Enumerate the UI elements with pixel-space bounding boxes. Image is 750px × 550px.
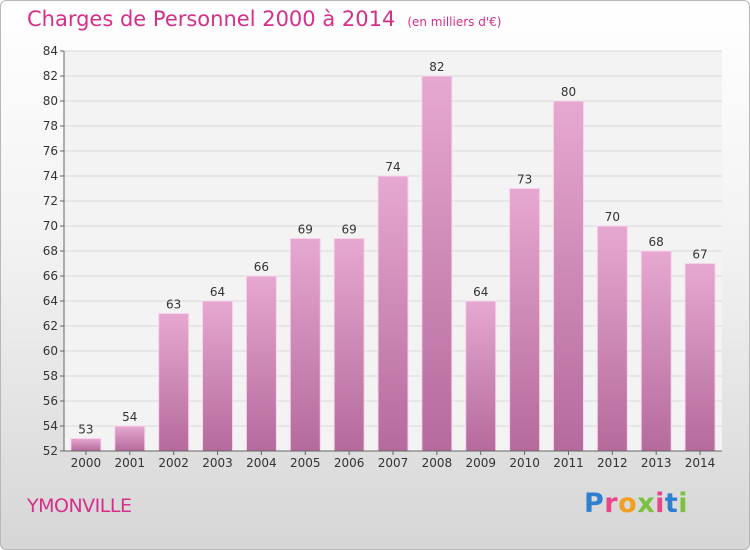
y-tick-label: 66 (43, 269, 58, 283)
data-label: 64 (210, 285, 225, 299)
y-tick-label: 64 (43, 294, 58, 308)
x-tick-label: 2014 (685, 456, 716, 470)
x-tick-label: 2001 (115, 456, 146, 470)
y-tick-label: 84 (43, 44, 58, 58)
data-label: 73 (517, 173, 532, 187)
chart-title: Charges de Personnel 2000 à 2014 (en mill… (27, 7, 501, 31)
bar-2011 (552, 100, 584, 452)
commune-name: YMONVILLE (27, 495, 132, 517)
x-tick-label: 2013 (641, 456, 672, 470)
bar-2006 (333, 238, 365, 452)
y-tick-label: 80 (43, 94, 58, 108)
chart-subtitle: (en milliers d'€) (407, 15, 502, 29)
bar-2013 (640, 250, 672, 452)
x-tick-label: 2011 (553, 456, 584, 470)
x-tick-label: 2000 (71, 456, 102, 470)
proxiti-logo: Proxiti (584, 488, 688, 519)
bar-2003 (202, 300, 234, 452)
y-tick-label: 70 (43, 219, 58, 233)
chart-title-text: Charges de Personnel 2000 à 2014 (27, 7, 396, 31)
x-tick-label: 2012 (597, 456, 628, 470)
x-tick-label: 2002 (158, 456, 189, 470)
logo-letter: i (678, 488, 689, 519)
y-tick-label: 58 (43, 369, 58, 383)
logo-letter: i (655, 488, 665, 519)
x-tick-label: 2009 (465, 456, 496, 470)
y-tick-label: 76 (43, 144, 58, 158)
x-tick-label: 2010 (509, 456, 540, 470)
data-label: 66 (254, 260, 269, 274)
bar-2001 (114, 425, 146, 452)
bar-2002 (158, 313, 190, 452)
y-tick-label: 54 (43, 419, 58, 433)
y-tick-label: 68 (43, 244, 58, 258)
y-tick-label: 62 (43, 319, 58, 333)
data-label: 69 (298, 223, 313, 237)
x-tick-label: 2005 (290, 456, 321, 470)
y-tick-label: 82 (43, 69, 58, 83)
bar-2010 (509, 188, 541, 452)
data-label: 80 (561, 85, 576, 99)
data-label: 82 (429, 60, 444, 74)
x-tick-label: 2008 (422, 456, 453, 470)
y-tick-label: 78 (43, 119, 58, 133)
bar-2005 (289, 238, 321, 452)
data-label: 69 (341, 223, 356, 237)
bar-2009 (465, 300, 497, 452)
data-label: 74 (385, 160, 400, 174)
data-label: 53 (78, 423, 93, 437)
bar-2004 (245, 275, 277, 452)
logo-letter: t (664, 488, 679, 519)
data-label: 63 (166, 298, 181, 312)
logo-letter: r (604, 488, 619, 519)
bar-2014 (684, 263, 716, 452)
logo-letter: x (637, 488, 656, 519)
x-tick-label: 2004 (246, 456, 277, 470)
logo-letter: P (584, 488, 605, 519)
logo-letter: o (618, 488, 638, 519)
data-label: 70 (605, 210, 620, 224)
y-tick-label: 60 (43, 344, 58, 358)
bar-2000 (70, 438, 102, 452)
y-tick-label: 56 (43, 394, 58, 408)
data-label: 64 (473, 285, 488, 299)
data-label: 67 (692, 248, 707, 262)
y-tick-label: 52 (43, 444, 58, 458)
y-tick-label: 74 (43, 169, 58, 183)
data-label: 68 (649, 235, 664, 249)
bar-2007 (377, 175, 409, 452)
x-tick-label: 2003 (202, 456, 233, 470)
x-tick-label: 2007 (378, 456, 409, 470)
data-label: 54 (122, 410, 137, 424)
bar-2012 (596, 225, 628, 452)
bar-2008 (421, 75, 453, 452)
y-tick-label: 72 (43, 194, 58, 208)
x-tick-label: 2006 (334, 456, 365, 470)
